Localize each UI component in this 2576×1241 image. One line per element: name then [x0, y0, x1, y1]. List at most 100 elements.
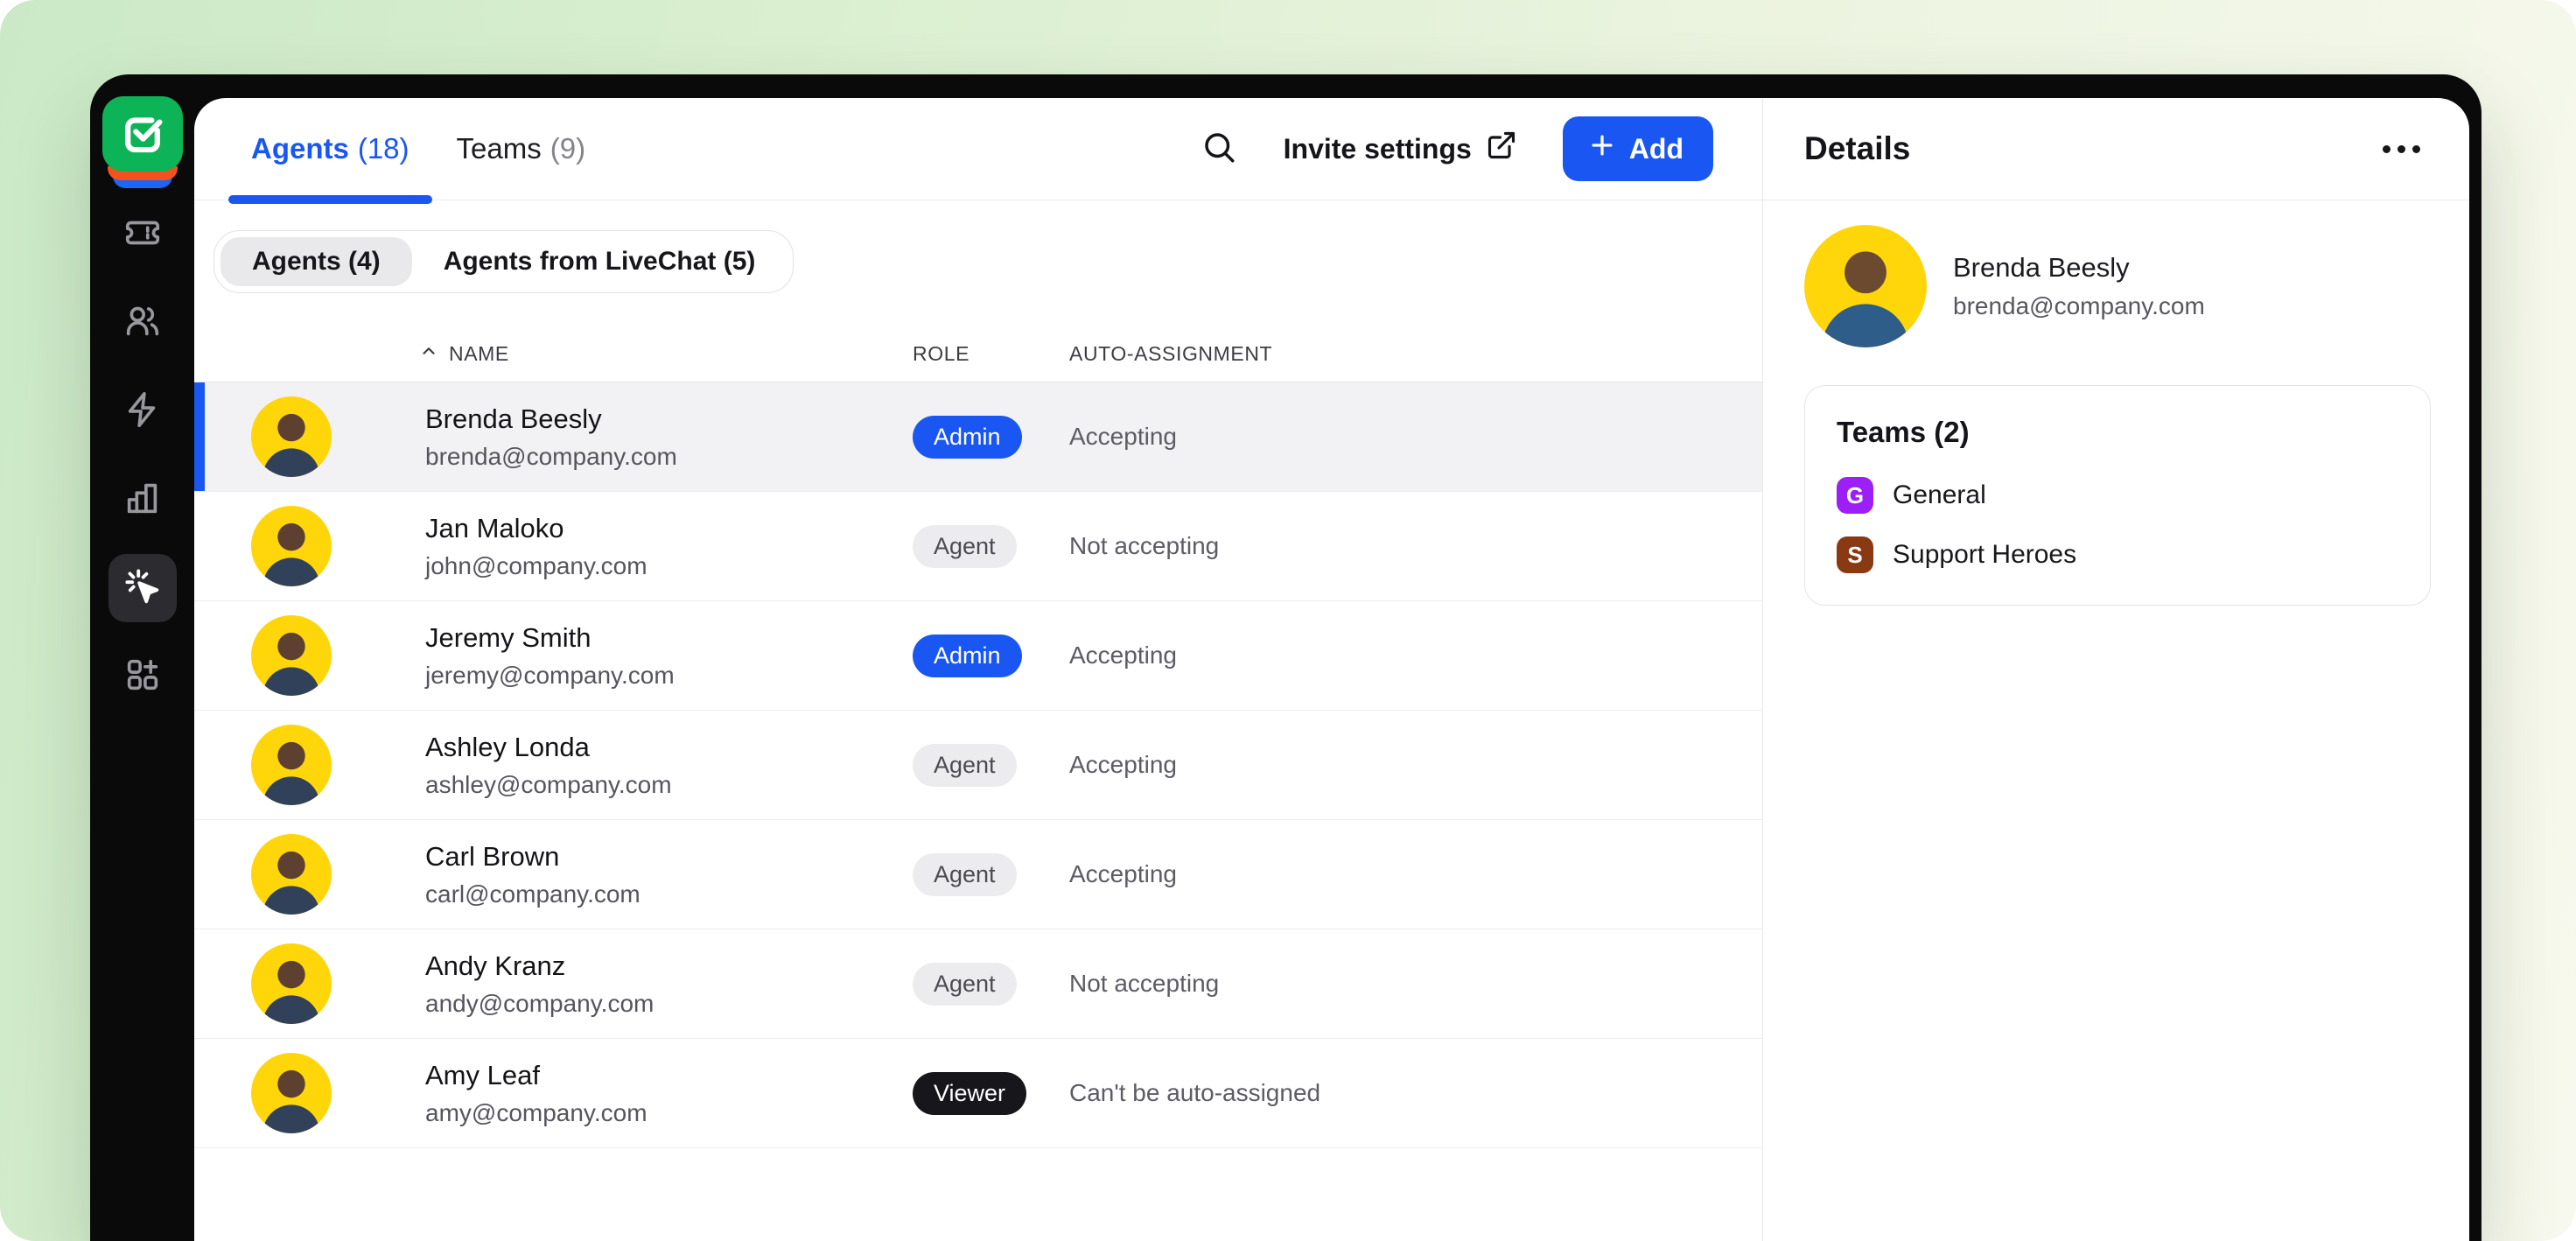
agent-name: Carl Brown — [425, 840, 560, 872]
agent-avatar — [251, 506, 332, 586]
search-icon — [1200, 129, 1237, 170]
role-badge: Agent — [913, 852, 1017, 896]
sidebar-nav — [108, 200, 177, 731]
agent-email: amy@company.com — [425, 1098, 648, 1126]
agent-email: john@company.com — [425, 551, 648, 579]
tab-teams-label: Teams — [456, 132, 542, 165]
agent-name: Amy Leaf — [425, 1059, 540, 1090]
details-body: Brenda Beesly brenda@company.com Teams (… — [1763, 200, 2469, 606]
tab-teams-count: (9) — [550, 132, 586, 165]
chevron-up-icon — [419, 341, 438, 366]
table-row[interactable]: Ashley Londa ashley@company.com Agent Ac… — [194, 711, 1762, 820]
agent-role-cell: Agent — [913, 962, 1069, 1006]
team-item[interactable]: G General — [1837, 477, 2398, 514]
agent-assignment: Not accepting — [1069, 532, 1220, 559]
add-agent-button[interactable]: Add — [1562, 116, 1713, 181]
tab-teams[interactable]: Teams (9) — [457, 98, 586, 200]
agent-role-cell: Agent — [913, 852, 1069, 896]
reports-bar-chart-icon — [122, 478, 163, 522]
tab-bar: Agents (18) Teams (9) — [228, 98, 586, 204]
sidebar-item-tickets[interactable] — [108, 200, 177, 269]
invite-settings-link[interactable]: Invite settings — [1284, 130, 1517, 168]
search-button[interactable] — [1200, 130, 1238, 168]
agent-avatar — [251, 615, 332, 696]
more-options-button[interactable] — [2374, 137, 2429, 162]
sidebar-item-agents[interactable] — [108, 289, 177, 357]
team-initial-badge: S — [1837, 536, 1873, 573]
agent-name: Andy Kranz — [425, 950, 566, 981]
sidebar-item-automation[interactable] — [108, 377, 177, 445]
tab-agents[interactable]: Agents (18) — [228, 98, 431, 204]
segmented-control: Agents (4) Agents from LiveChat (5) — [214, 230, 794, 293]
agent-avatar — [251, 943, 332, 1024]
automation-bolt-icon — [122, 389, 163, 434]
table-row[interactable]: Andy Kranz andy@company.com Agent Not ac… — [194, 929, 1762, 1039]
ellipsis-icon — [2383, 144, 2420, 153]
agent-role-cell: Viewer — [913, 1071, 1069, 1115]
segment-agents[interactable]: Agents (4) — [220, 237, 412, 286]
selected-agent-card: Brenda Beesly brenda@company.com — [1804, 225, 2431, 347]
agent-name: Jan Maloko — [425, 512, 564, 543]
table-row[interactable]: Amy Leaf amy@company.com Viewer Can't be… — [194, 1039, 1762, 1148]
app-switcher-logo[interactable] — [102, 96, 183, 188]
segment-agents-from-livechat[interactable]: Agents from LiveChat (5) — [443, 247, 756, 276]
tab-agents-label: Agents — [251, 132, 349, 165]
team-initial-badge: G — [1837, 477, 1873, 514]
sidebar-item-engage[interactable] — [108, 554, 177, 622]
teams-card-title: Teams (2) — [1837, 416, 1970, 448]
role-badge: Viewer — [913, 1071, 1027, 1115]
agent-email: carl@company.com — [425, 880, 640, 908]
selected-agent-email: brenda@company.com — [1953, 292, 2205, 319]
role-badge: Agent — [913, 962, 1017, 1006]
column-header-name[interactable]: NAME — [332, 341, 913, 382]
agent-avatar — [251, 834, 332, 915]
agent-name-cell: Andy Kranz andy@company.com — [332, 950, 913, 1018]
table-row[interactable]: Jeremy Smith jeremy@company.com Admin Ac… — [194, 601, 1762, 711]
table-row[interactable]: Carl Brown carl@company.com Agent Accept… — [194, 820, 1762, 929]
tab-agents-count: (18) — [357, 132, 410, 165]
agent-role-cell: Admin — [913, 634, 1069, 677]
agent-assignment: Accepting — [1069, 751, 1177, 778]
column-header-assignment: AUTO-ASSIGNMENT — [1069, 342, 1273, 365]
selected-agent-name: Brenda Beesly — [1953, 252, 2130, 283]
sidebar-item-apps[interactable] — [108, 642, 177, 711]
details-panel: Details Brenda Beesly bren — [1763, 98, 2469, 1241]
app-sidebar — [90, 74, 194, 1241]
plus-icon — [1587, 130, 1617, 167]
column-header-role: ROLE — [913, 342, 970, 365]
details-title: Details — [1804, 130, 1911, 166]
agent-name-cell: Amy Leaf amy@company.com — [332, 1060, 913, 1127]
agent-name: Jeremy Smith — [425, 621, 592, 653]
engage-cursor-click-icon — [122, 566, 163, 611]
agent-email: jeremy@company.com — [425, 661, 675, 689]
agent-name-cell: Brenda Beesly brenda@company.com — [332, 403, 913, 471]
agent-name: Ashley Londa — [425, 731, 590, 762]
content-sheet: Agents (18) Teams (9) — [194, 98, 2469, 1241]
table-row[interactable]: Brenda Beesly brenda@company.com Admin A… — [194, 382, 1762, 492]
table-row[interactable]: Jan Maloko john@company.com Agent Not ac… — [194, 492, 1762, 601]
agent-avatar — [251, 396, 332, 477]
teams-card: Teams (2) G General S Support Heroes — [1804, 385, 2431, 606]
teams-list: G General S Support Heroes — [1837, 477, 2398, 573]
agent-email: brenda@company.com — [425, 442, 677, 470]
sidebar-item-reports[interactable] — [108, 466, 177, 534]
ticket-icon — [122, 213, 163, 257]
agent-name-cell: Ashley Londa ashley@company.com — [332, 732, 913, 799]
agent-avatar — [251, 1053, 332, 1133]
role-badge: Admin — [913, 634, 1022, 677]
header-actions: Invite settings — [1200, 116, 1713, 181]
agent-email: ashley@company.com — [425, 770, 672, 798]
agent-avatar — [251, 725, 332, 805]
team-item[interactable]: S Support Heroes — [1837, 536, 2398, 573]
agent-name-cell: Jeremy Smith jeremy@company.com — [332, 622, 913, 690]
agents-header: Agents (18) Teams (9) — [194, 98, 1762, 204]
role-badge: Agent — [913, 524, 1017, 568]
selected-agent-avatar — [1804, 225, 1927, 347]
app-window: Agents (18) Teams (9) — [90, 74, 2482, 1241]
column-header-name-label: NAME — [449, 341, 509, 365]
agent-assignment: Not accepting — [1069, 970, 1220, 997]
agent-name: Brenda Beesly — [425, 403, 602, 434]
agent-name-cell: Carl Brown carl@company.com — [332, 841, 913, 908]
agent-source-filter: Agents (4) Agents from LiveChat (5) — [194, 200, 1762, 293]
